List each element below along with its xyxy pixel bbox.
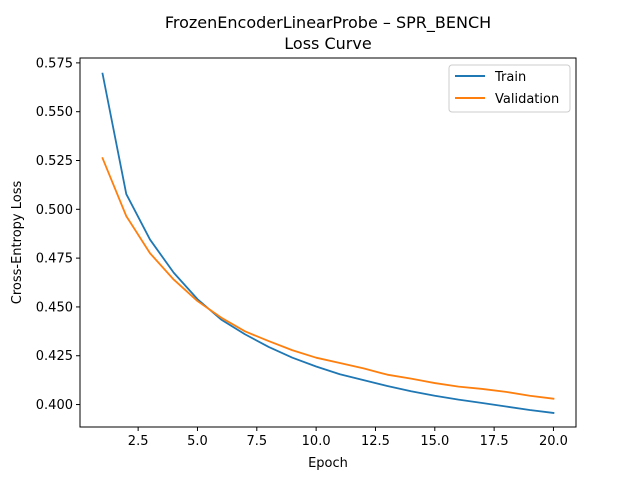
y-axis-label: Cross-Entropy Loss [10,181,25,305]
y-tick-label: 0.575 [36,56,73,71]
y-tick-label: 0.475 [36,252,73,267]
legend: Train Validation [448,64,571,113]
legend-validation-label: Validation [495,92,559,107]
x-tick-label: 5.0 [187,434,208,449]
series-line-validation [101,156,555,400]
legend-train-label: Train [494,70,526,85]
y-tick-label: 0.425 [36,349,73,364]
series-lines [101,72,555,414]
chart-subtitle: Loss Curve [284,34,371,53]
y-tick-label: 0.550 [36,105,73,120]
x-tick-label: 2.5 [128,434,149,449]
x-tick-label: 17.5 [480,434,509,449]
x-tick-label: 10.0 [302,434,331,449]
x-tick-label: 20.0 [539,434,568,449]
y-tick-label: 0.400 [36,398,73,413]
x-axis-label: Epoch [308,456,348,471]
y-tick-label: 0.525 [36,154,73,169]
x-tick-label: 15.0 [420,434,449,449]
y-tick-label: 0.450 [36,300,73,315]
chart-title: FrozenEncoderLinearProbe – SPR_BENCH [165,13,491,33]
x-tick-label: 12.5 [361,434,390,449]
y-tick-label: 0.500 [36,203,73,218]
x-tick-label: 7.5 [246,434,267,449]
series-line-train [101,72,555,414]
plot-frame [79,57,577,428]
axis-ticks: 2.5 5.0 7.5 10.0 12.5 15.0 17.5 20.0 0.400 0.425 0… [36,56,568,449]
